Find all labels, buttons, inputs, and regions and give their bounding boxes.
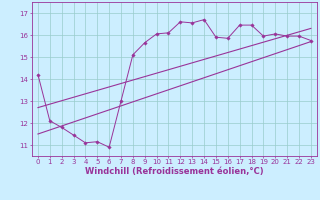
X-axis label: Windchill (Refroidissement éolien,°C): Windchill (Refroidissement éolien,°C) [85, 167, 264, 176]
